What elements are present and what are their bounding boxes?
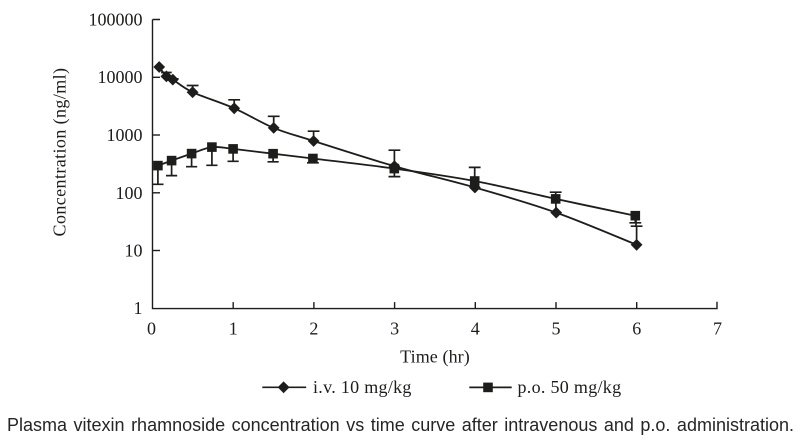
- svg-text:1000: 1000: [107, 125, 143, 145]
- svg-text:2: 2: [309, 319, 318, 339]
- svg-text:100000: 100000: [89, 9, 143, 29]
- svg-text:6: 6: [632, 319, 641, 339]
- svg-text:Time (hr): Time (hr): [400, 347, 470, 368]
- svg-text:p.o. 50 mg/kg: p.o. 50 mg/kg: [518, 377, 622, 397]
- svg-text:10000: 10000: [98, 67, 143, 87]
- svg-text:7: 7: [713, 319, 722, 339]
- svg-text:Concentration (ng/ml): Concentration (ng/ml): [50, 68, 71, 237]
- svg-text:100: 100: [116, 183, 143, 203]
- svg-text:5: 5: [552, 319, 561, 339]
- svg-text:0: 0: [147, 319, 156, 339]
- svg-text:1: 1: [134, 298, 143, 318]
- svg-text:3: 3: [390, 319, 399, 339]
- svg-text:10: 10: [125, 241, 143, 261]
- svg-text:4: 4: [471, 319, 480, 339]
- svg-text:i.v. 10 mg/kg: i.v. 10 mg/kg: [313, 377, 412, 397]
- svg-text:1: 1: [229, 319, 238, 339]
